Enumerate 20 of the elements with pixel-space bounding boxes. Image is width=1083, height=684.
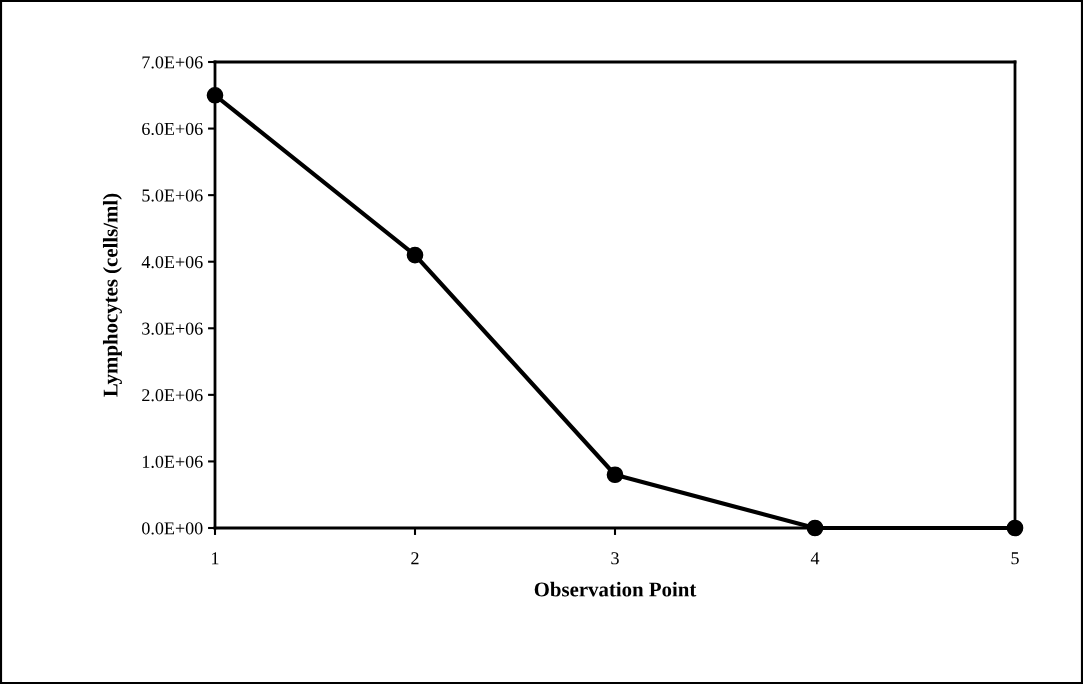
y-tick-label: 3.0E+06 xyxy=(142,322,203,335)
point xyxy=(406,246,424,264)
y-tick-label: 5.0E+06 xyxy=(142,189,203,202)
x-axis-title: Observation Point xyxy=(534,581,697,597)
x-tick-label: 3 xyxy=(611,552,619,565)
point xyxy=(606,466,624,484)
point xyxy=(1006,519,1024,537)
y-tick-label: 2.0E+06 xyxy=(142,389,203,402)
x-tick-label: 4 xyxy=(810,552,820,565)
y-tick-label: 7.0E+06 xyxy=(142,56,203,69)
y-tick-label: 1.0E+06 xyxy=(142,455,203,468)
y-tick-label: 0.0E+00 xyxy=(142,522,203,535)
point xyxy=(206,86,224,104)
y-tick-label: 6.0E+06 xyxy=(142,122,203,136)
point xyxy=(806,519,824,537)
x-tick-label: 2 xyxy=(411,552,419,565)
y-axis-title: Lymphocytes (cells/ml) xyxy=(102,193,122,397)
x-tick-label: 1 xyxy=(212,552,219,565)
x-tick-label: 5 xyxy=(1011,552,1019,565)
y-tick-label: 4.0E+06 xyxy=(141,255,203,269)
